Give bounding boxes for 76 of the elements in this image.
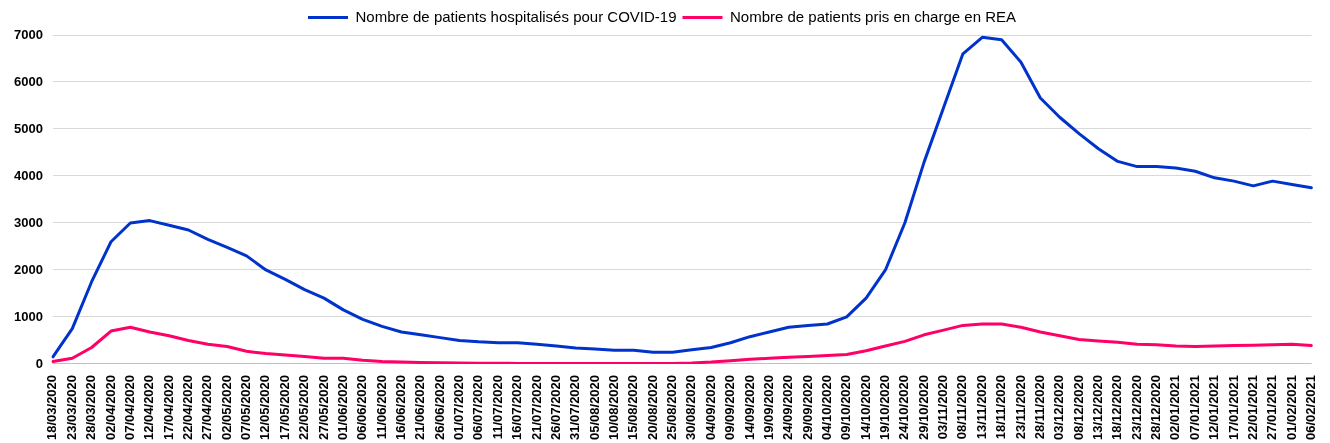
x-tick-label: 15/08/2020 [625, 374, 641, 441]
x-tick-label: 27/05/2020 [315, 374, 331, 441]
y-tick-label: 7000 [14, 26, 43, 42]
x-tick-label: 28/12/2020 [1148, 374, 1164, 441]
x-tick-label: 19/10/2020 [877, 374, 893, 441]
x-tick-label: 04/10/2020 [818, 374, 834, 441]
x-tick-label: 08/11/2020 [954, 374, 970, 440]
x-tick-label: 01/07/2020 [451, 374, 467, 441]
x-tick-label: 13/12/2020 [1090, 374, 1105, 441]
x-tick-label: 31/07/2020 [567, 374, 583, 441]
x-tick-label: 07/01/2021 [1186, 374, 1202, 441]
x-tick-label: 10/08/2020 [605, 374, 621, 441]
x-tick-label: 04/09/2020 [702, 374, 718, 441]
x-tick-label: 01/02/2021 [1283, 374, 1299, 441]
x-tick-label: 16/07/2020 [509, 374, 525, 441]
x-tick-label: 22/05/2020 [296, 374, 312, 441]
x-tick-label: 30/08/2020 [683, 374, 699, 441]
x-tick-label: 14/09/2020 [741, 374, 757, 441]
x-tick-label: 17/01/2021 [1225, 374, 1241, 441]
x-tick-label: 07/05/2020 [238, 374, 254, 441]
x-tick-label: 29/09/2020 [799, 374, 815, 441]
x-tick-label: 12/05/2020 [257, 374, 273, 441]
x-tick-label: 01/06/2020 [334, 374, 350, 441]
x-tick-label: 06/02/2021 [1302, 374, 1318, 441]
x-tick-label: 18/11/2020 [993, 374, 1009, 440]
x-tick-label: 13/11/2020 [973, 374, 989, 440]
x-tick-label: 20/08/2020 [644, 374, 660, 441]
x-tick-label: 06/06/2020 [354, 374, 370, 441]
x-tick-label: 07/04/2020 [121, 374, 137, 441]
y-tick-label: 4000 [14, 167, 43, 183]
x-tick-label: 27/01/2021 [1264, 374, 1280, 441]
x-tick-label: 02/05/2020 [218, 374, 234, 441]
x-tick-label: 17/05/2020 [276, 374, 292, 441]
x-tick-label: 12/01/2021 [1206, 374, 1222, 441]
x-tick-label: 14/10/2020 [857, 374, 873, 441]
y-tick-label: 6000 [14, 73, 43, 89]
x-tick-label: 02/04/2020 [102, 374, 118, 441]
x-tick-label: 18/12/2020 [1109, 374, 1125, 441]
x-tick-label: 18/03/2020 [44, 374, 60, 441]
x-tick-label: 28/11/2020 [1031, 374, 1047, 440]
y-tick-label: 2000 [14, 261, 43, 277]
x-tick-label: 11/07/2020 [489, 374, 505, 440]
x-tick-label: 29/10/2020 [915, 374, 931, 441]
x-tick-label: 16/06/2020 [393, 374, 408, 441]
x-tick-label: 25/08/2020 [664, 374, 680, 441]
y-tick-label: 3000 [14, 214, 43, 230]
y-tick-label: 0 [35, 355, 43, 371]
x-tick-label: 09/09/2020 [722, 374, 738, 441]
x-tick-label: 24/10/2020 [896, 374, 912, 441]
x-tick-label: 26/06/2020 [431, 374, 447, 441]
x-tick-label: 19/09/2020 [760, 374, 776, 441]
x-tick-label: 23/12/2020 [1128, 374, 1144, 441]
x-tick-label: 26/07/2020 [547, 374, 563, 441]
x-tick-label: 22/01/2021 [1244, 374, 1260, 441]
legend-label: Nombre de patients pris en charge en REA [730, 7, 1016, 25]
x-tick-label: 05/08/2020 [586, 374, 602, 441]
x-tick-label: 06/07/2020 [470, 374, 486, 441]
x-tick-label: 11/06/2020 [373, 374, 389, 440]
x-tick-label: 12/04/2020 [141, 374, 157, 441]
y-tick-label: 5000 [14, 120, 43, 136]
x-tick-label: 23/11/2020 [1012, 374, 1028, 440]
x-tick-label: 23/03/2020 [63, 374, 79, 441]
x-tick-label: 03/12/2020 [1051, 374, 1067, 441]
x-tick-label: 24/09/2020 [780, 374, 796, 441]
x-tick-label: 21/06/2020 [412, 374, 428, 441]
x-tick-label: 03/11/2020 [935, 374, 951, 440]
x-tick-label: 09/10/2020 [838, 374, 854, 441]
x-tick-label: 27/04/2020 [199, 374, 215, 441]
x-tick-label: 08/12/2020 [1070, 374, 1086, 441]
x-tick-label: 21/07/2020 [528, 374, 544, 441]
x-tick-label: 28/03/2020 [83, 374, 99, 441]
x-tick-label: 22/04/2020 [180, 374, 196, 441]
x-tick-label: 17/04/2020 [160, 374, 176, 441]
y-tick-label: 1000 [14, 308, 43, 324]
x-tick-label: 02/01/2021 [1167, 374, 1183, 441]
legend-label: Nombre de patients hospitalisés pour COVID-19 [355, 7, 677, 25]
